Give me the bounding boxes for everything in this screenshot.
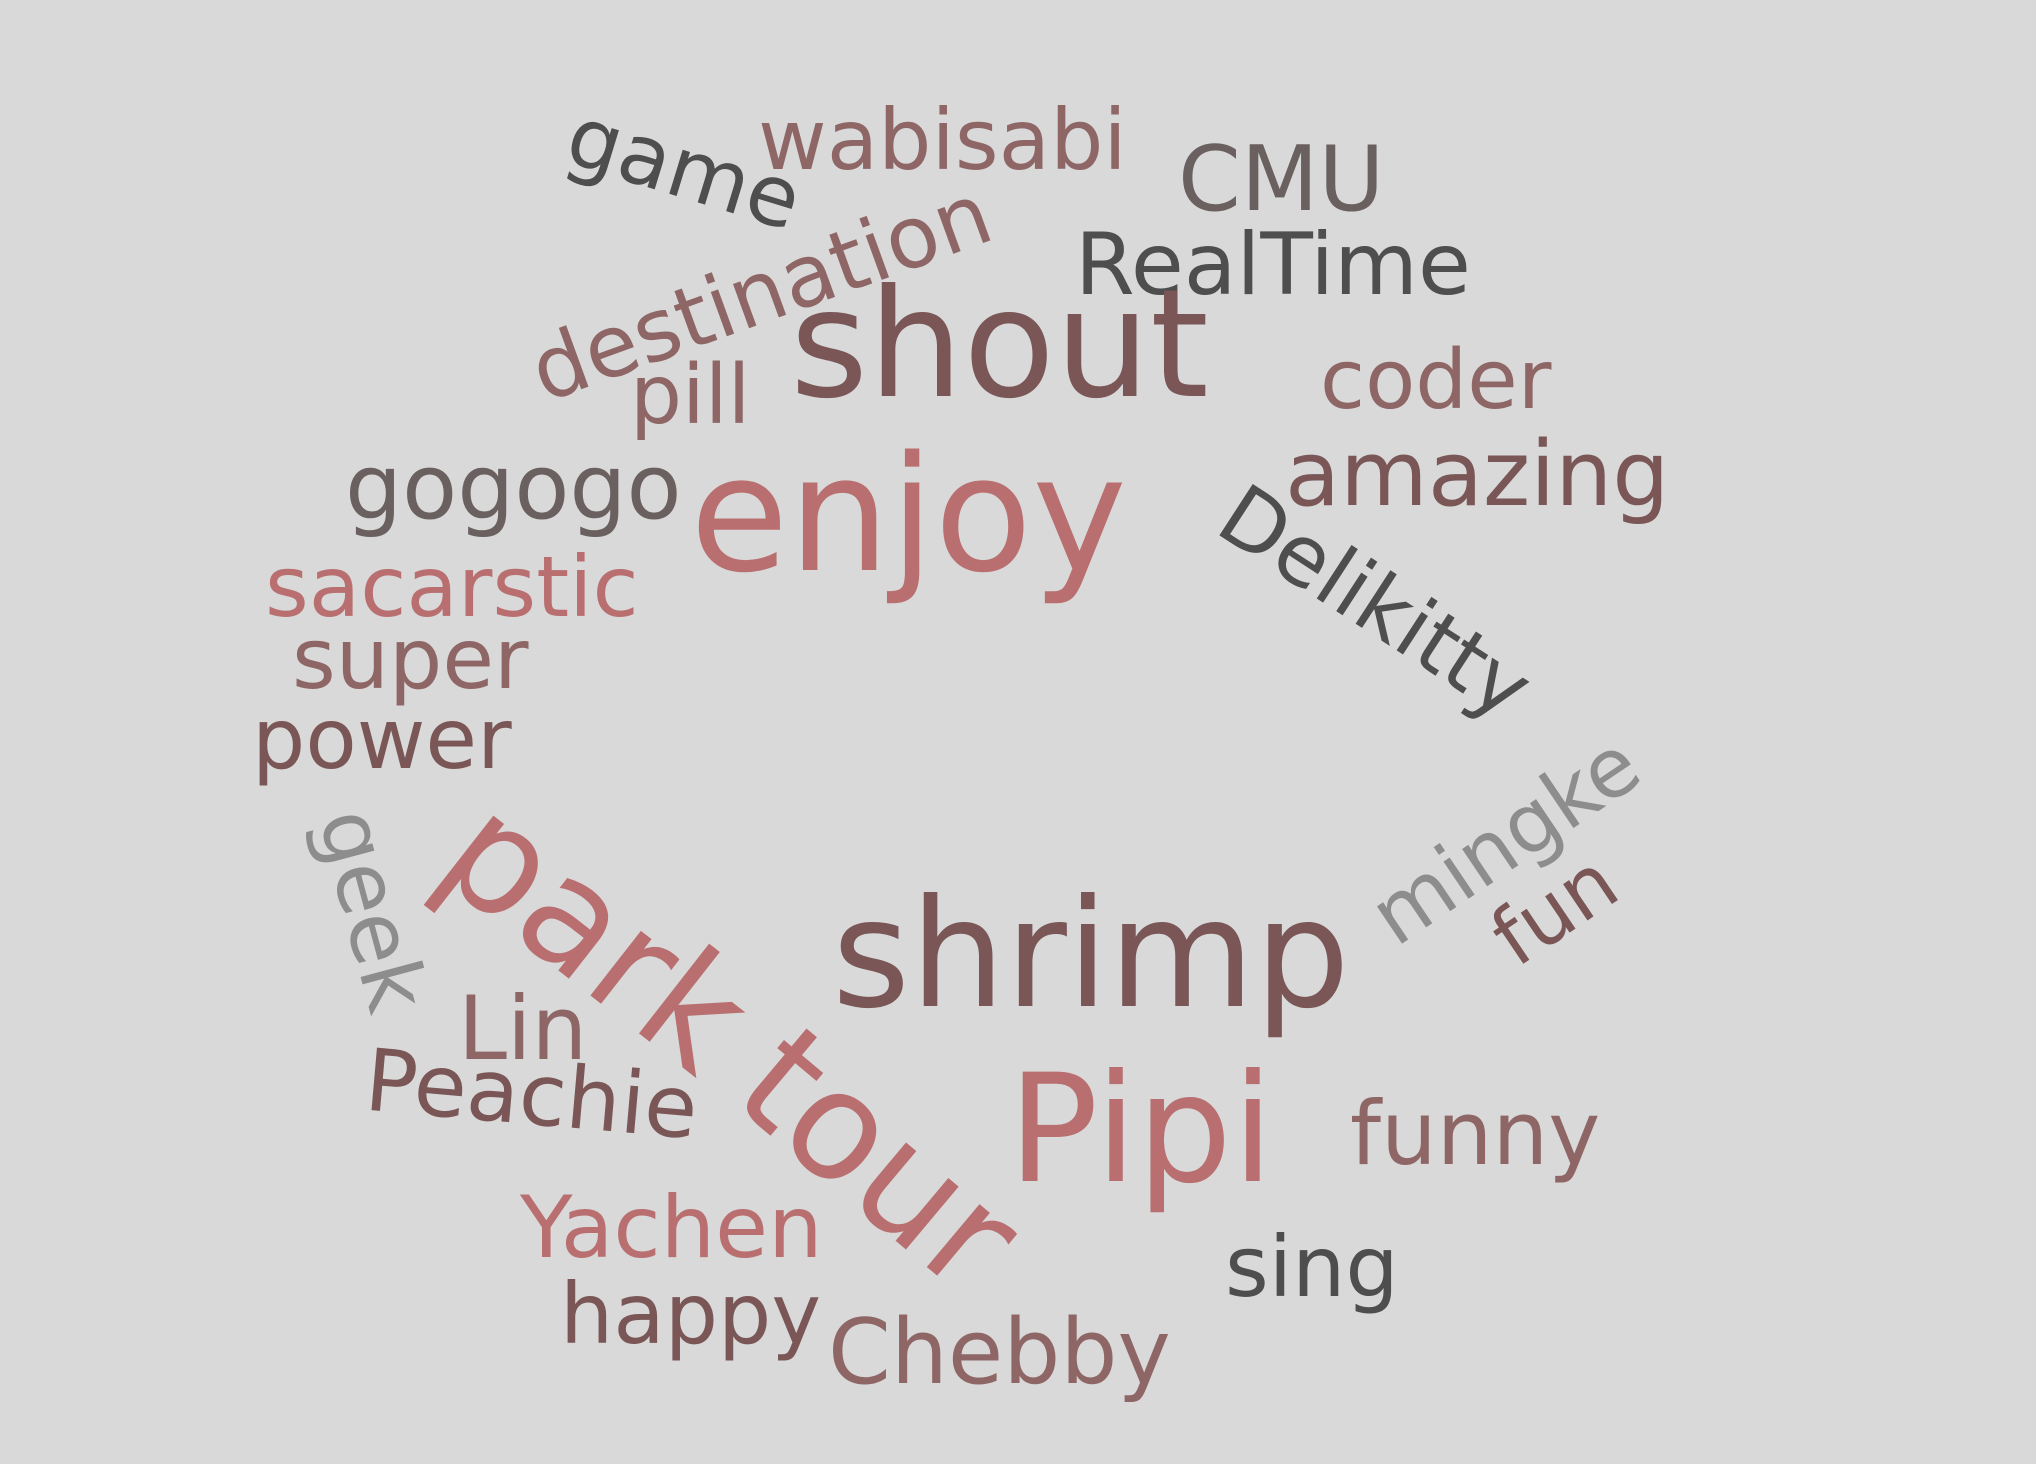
word-shrimp: shrimp xyxy=(832,868,1350,1042)
word-enjoy: enjoy xyxy=(690,421,1127,608)
word-cmu: CMU xyxy=(1178,127,1385,232)
word-yachen: Yachen xyxy=(520,1178,823,1278)
word-super: super xyxy=(292,610,529,708)
word-shout: shout xyxy=(790,258,1209,432)
word-realtime: RealTime xyxy=(1075,215,1471,315)
word-sing: sing xyxy=(1225,1218,1399,1316)
word-happy: happy xyxy=(560,1265,822,1363)
word-sacarstic: sacarstic xyxy=(265,538,639,636)
word-gogogo: gogogo xyxy=(345,435,682,540)
word-peachie: Peachie xyxy=(361,1030,702,1160)
word-pill: pill xyxy=(630,348,751,443)
word-funny: funny xyxy=(1350,1082,1601,1185)
word-power: power xyxy=(252,690,512,788)
word-amazing: amazing xyxy=(1285,422,1670,527)
word-pipi: Pipi xyxy=(1008,1043,1274,1217)
word-wabisabi: wabisabi xyxy=(758,91,1127,189)
word-lin: Lin xyxy=(458,977,588,1080)
word-chebby: Chebby xyxy=(828,1300,1171,1405)
word-geek: geek xyxy=(298,798,447,1022)
word-coder: coder xyxy=(1320,333,1552,428)
